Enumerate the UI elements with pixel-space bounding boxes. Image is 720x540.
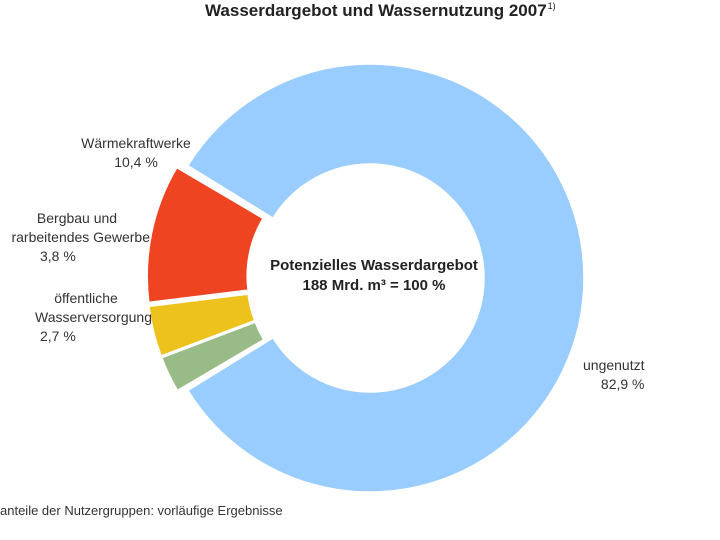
label-oeffentliche-value: 2,7 % xyxy=(40,328,76,344)
label-bergbau: Bergbau und rarbeitendes Gewerbe 3,8 % xyxy=(0,209,150,266)
center-label-line1: Potenzielles Wasserdargebot xyxy=(270,257,478,274)
slice-bergbau xyxy=(148,293,256,357)
label-oeffentliche-line1: öffentliche xyxy=(54,290,118,306)
slice-oeffentliche-wasserversorgung xyxy=(160,321,265,392)
chart-title: Wasserdargebot und Wassernutzung 20071) xyxy=(205,1,556,20)
label-bergbau-line1: Bergbau und xyxy=(36,210,118,226)
footnote: anteile der Nutzergruppen: vorläufige Er… xyxy=(0,503,283,518)
label-ungenutzt-value: 82,9 % xyxy=(600,376,645,392)
label-oeffentliche-line2: Wasserversorgung xyxy=(35,309,152,325)
slice-waermekraftwerke xyxy=(146,166,264,304)
label-waermekraftwerke-name: Wärmekraftwerke xyxy=(81,135,191,151)
center-label-line2: 188 Mrd. m³ = 100 % xyxy=(302,277,446,294)
slice-ungenutzt xyxy=(186,63,585,493)
label-waermekraftwerke-value: 10,4 % xyxy=(114,154,158,170)
label-oeffentliche-wasserversorgung: öffentliche Wasserversorgung 2,7 % xyxy=(0,289,152,346)
center-label: Potenzielles Wasserdargebot 188 Mrd. m³ … xyxy=(262,256,486,296)
label-bergbau-value: 3,8 % xyxy=(40,248,76,264)
title-footnote-marker: 1) xyxy=(547,1,556,11)
label-waermekraftwerke: Wärmekraftwerke 10,4 % xyxy=(76,134,196,172)
label-ungenutzt-name: ungenutzt xyxy=(583,357,645,373)
label-ungenutzt: ungenutzt 82,9 % xyxy=(583,356,645,394)
label-bergbau-line2: rarbeitendes Gewerbe xyxy=(11,229,150,245)
